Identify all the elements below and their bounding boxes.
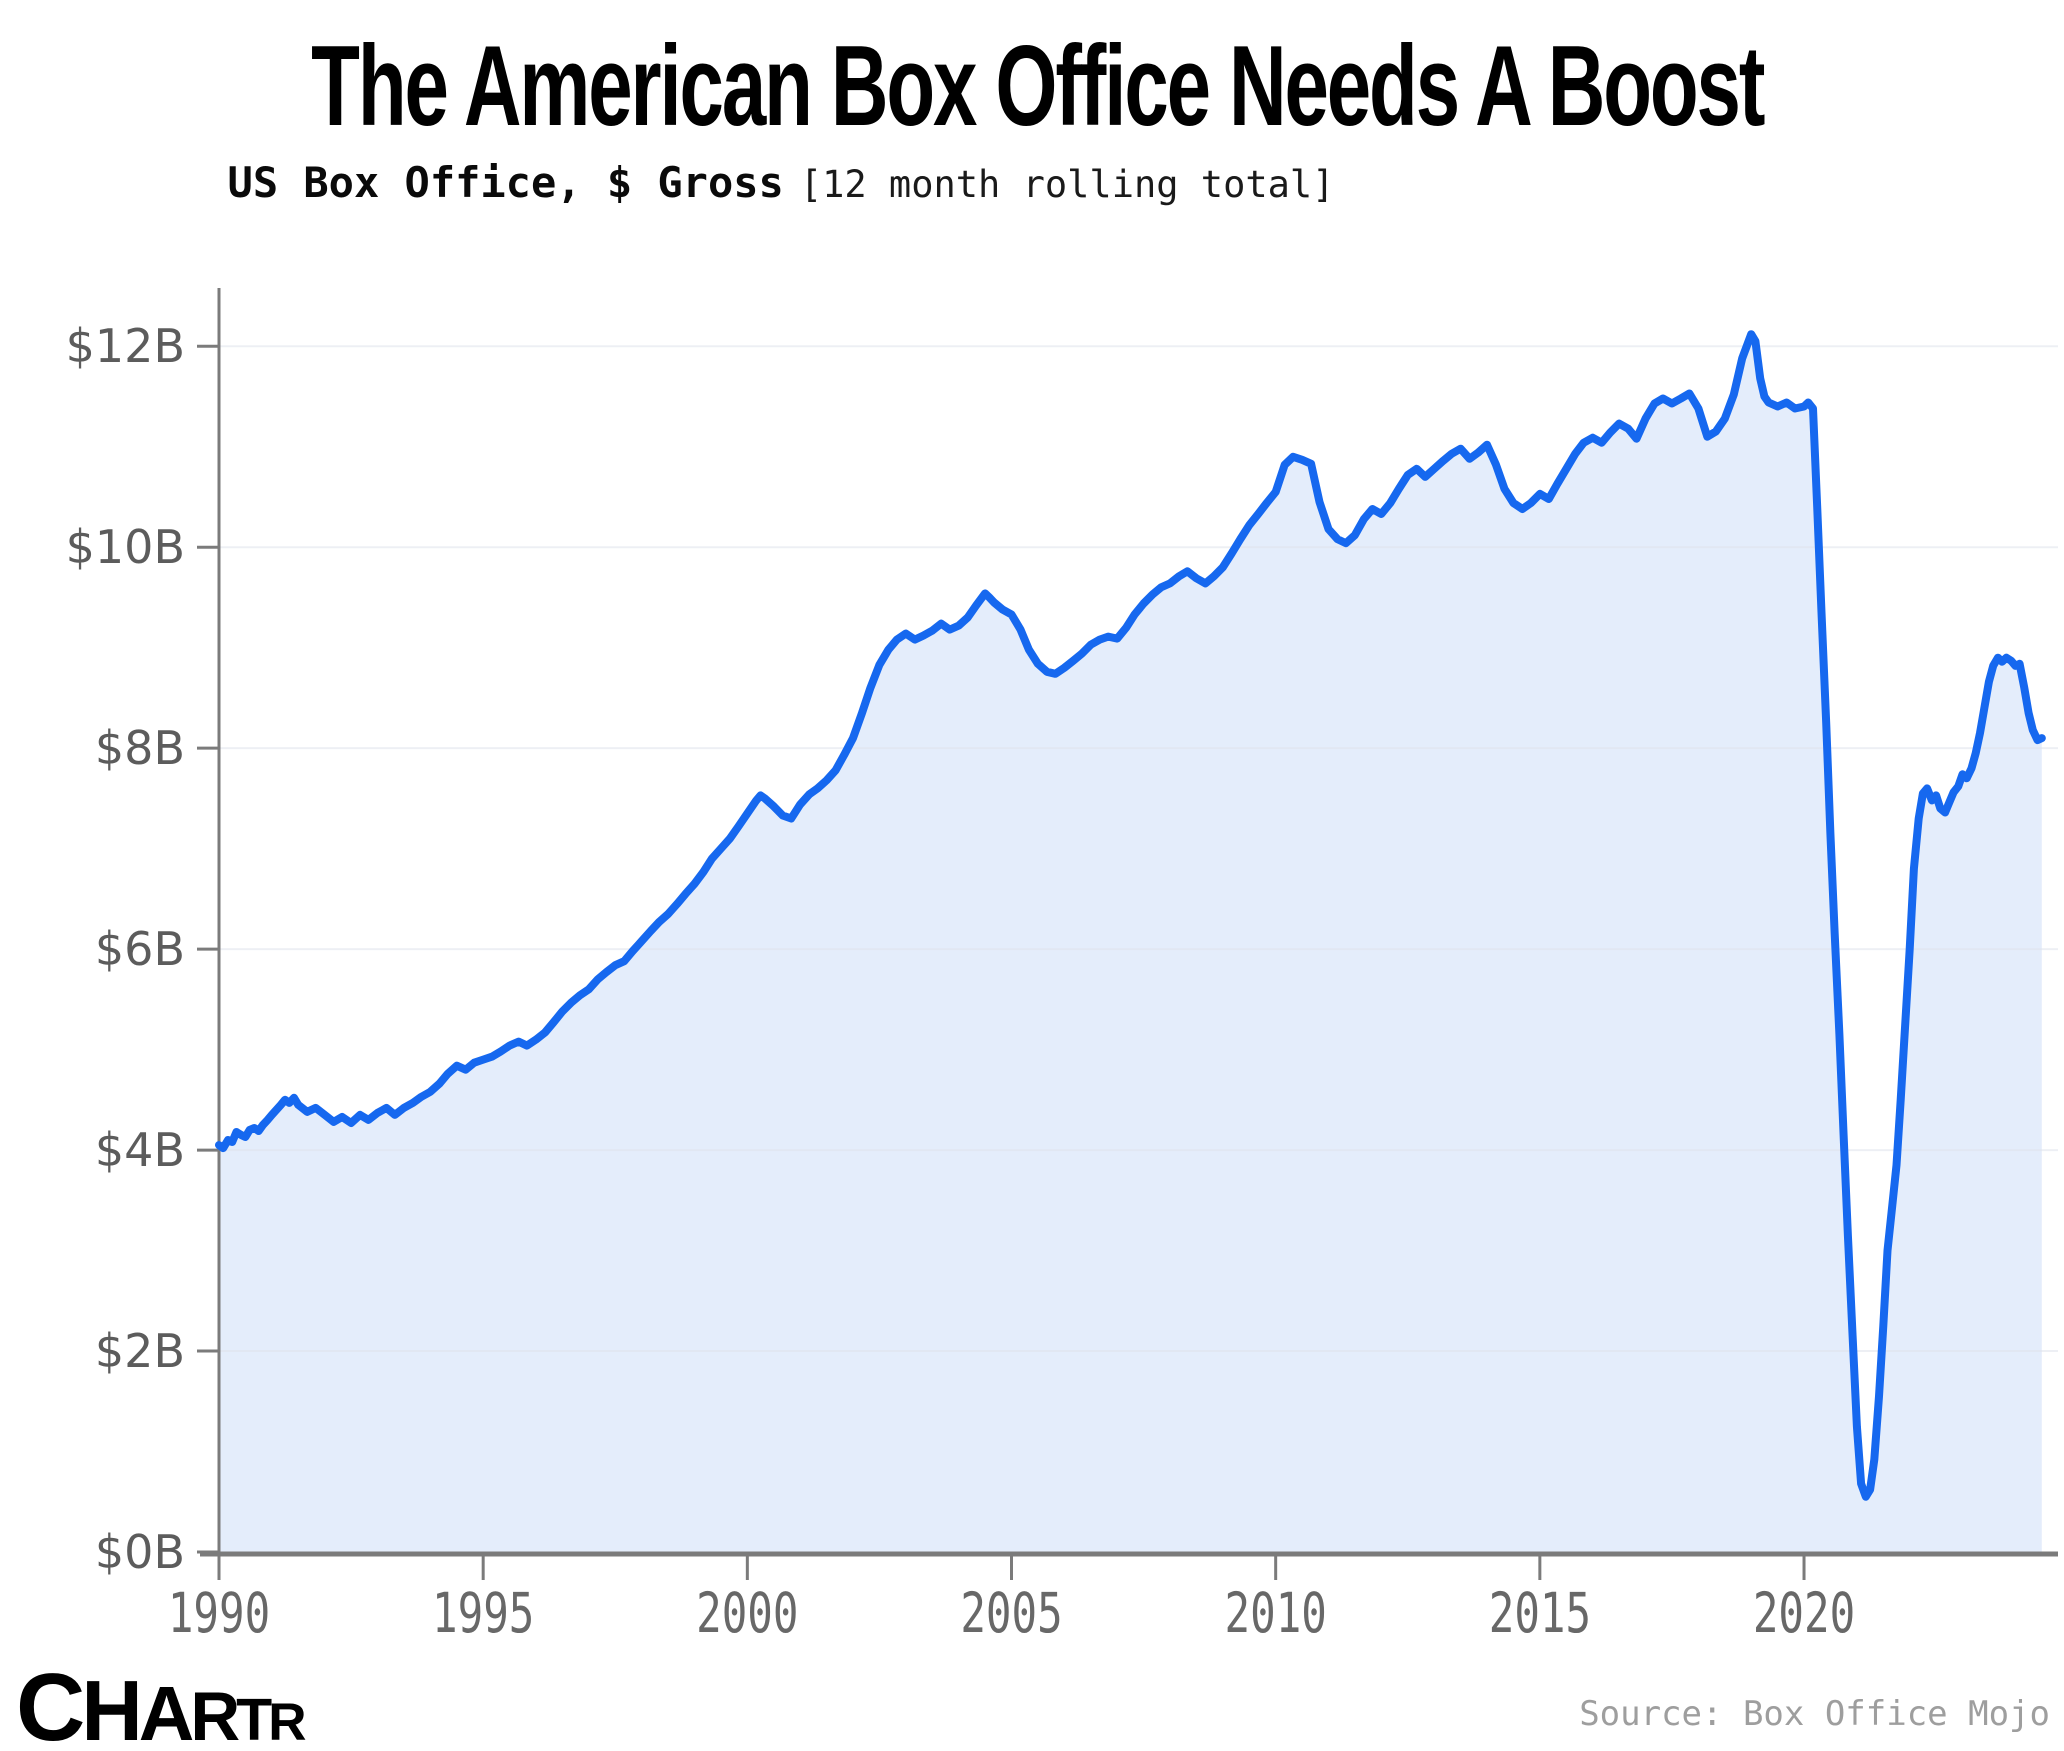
area-fill xyxy=(219,334,2042,1553)
y-tick-label: $2B xyxy=(95,1324,185,1378)
x-tick-label: 2005 xyxy=(960,1581,1062,1646)
chart-subtitle-note: [12 month rolling total] xyxy=(799,163,1335,206)
logo-letter: R xyxy=(190,1678,240,1751)
series-line xyxy=(215,330,2046,1501)
logo-letter: C xyxy=(16,1654,85,1751)
page-title-text: The American Box Office Needs A Boost xyxy=(311,23,1765,150)
x-tick-label: 2010 xyxy=(1225,1581,1327,1646)
chart-header: The American Box Office Needs A Boost US… xyxy=(0,0,1766,208)
y-tick-label: $8B xyxy=(95,721,185,775)
y-tick-label: $6B xyxy=(95,922,185,976)
chart-subtitle-main: US Box Office, $ Gross xyxy=(227,158,784,207)
y-tick-label: $10B xyxy=(66,520,185,574)
x-tick-label: 2015 xyxy=(1489,1581,1591,1646)
logo-letter: T xyxy=(236,1687,272,1751)
x-tick-label: 2020 xyxy=(1753,1581,1855,1646)
source-credit: Source: Box Office Mojo xyxy=(1579,1694,2050,1734)
x-tick-label: 1990 xyxy=(168,1581,270,1646)
logo-letter: A xyxy=(138,1671,195,1751)
chartr-logo: CHARTR xyxy=(16,1660,307,1751)
y-tick-label: $4B xyxy=(95,1123,185,1177)
logo-letter: R xyxy=(268,1693,306,1751)
chart-subtitle: US Box Office, $ Gross [12 month rolling … xyxy=(0,158,1562,207)
x-tick-label: 1995 xyxy=(432,1581,534,1646)
logo-letter: H xyxy=(81,1664,142,1751)
x-tick-label: 2000 xyxy=(696,1581,798,1646)
chartr-wordmark: CHARTR xyxy=(16,1660,307,1751)
y-tick-label: $12B xyxy=(66,319,185,373)
y-tick-label: $0B xyxy=(95,1525,185,1579)
page-title: The American Box Office Needs A Boost xyxy=(0,0,1765,144)
